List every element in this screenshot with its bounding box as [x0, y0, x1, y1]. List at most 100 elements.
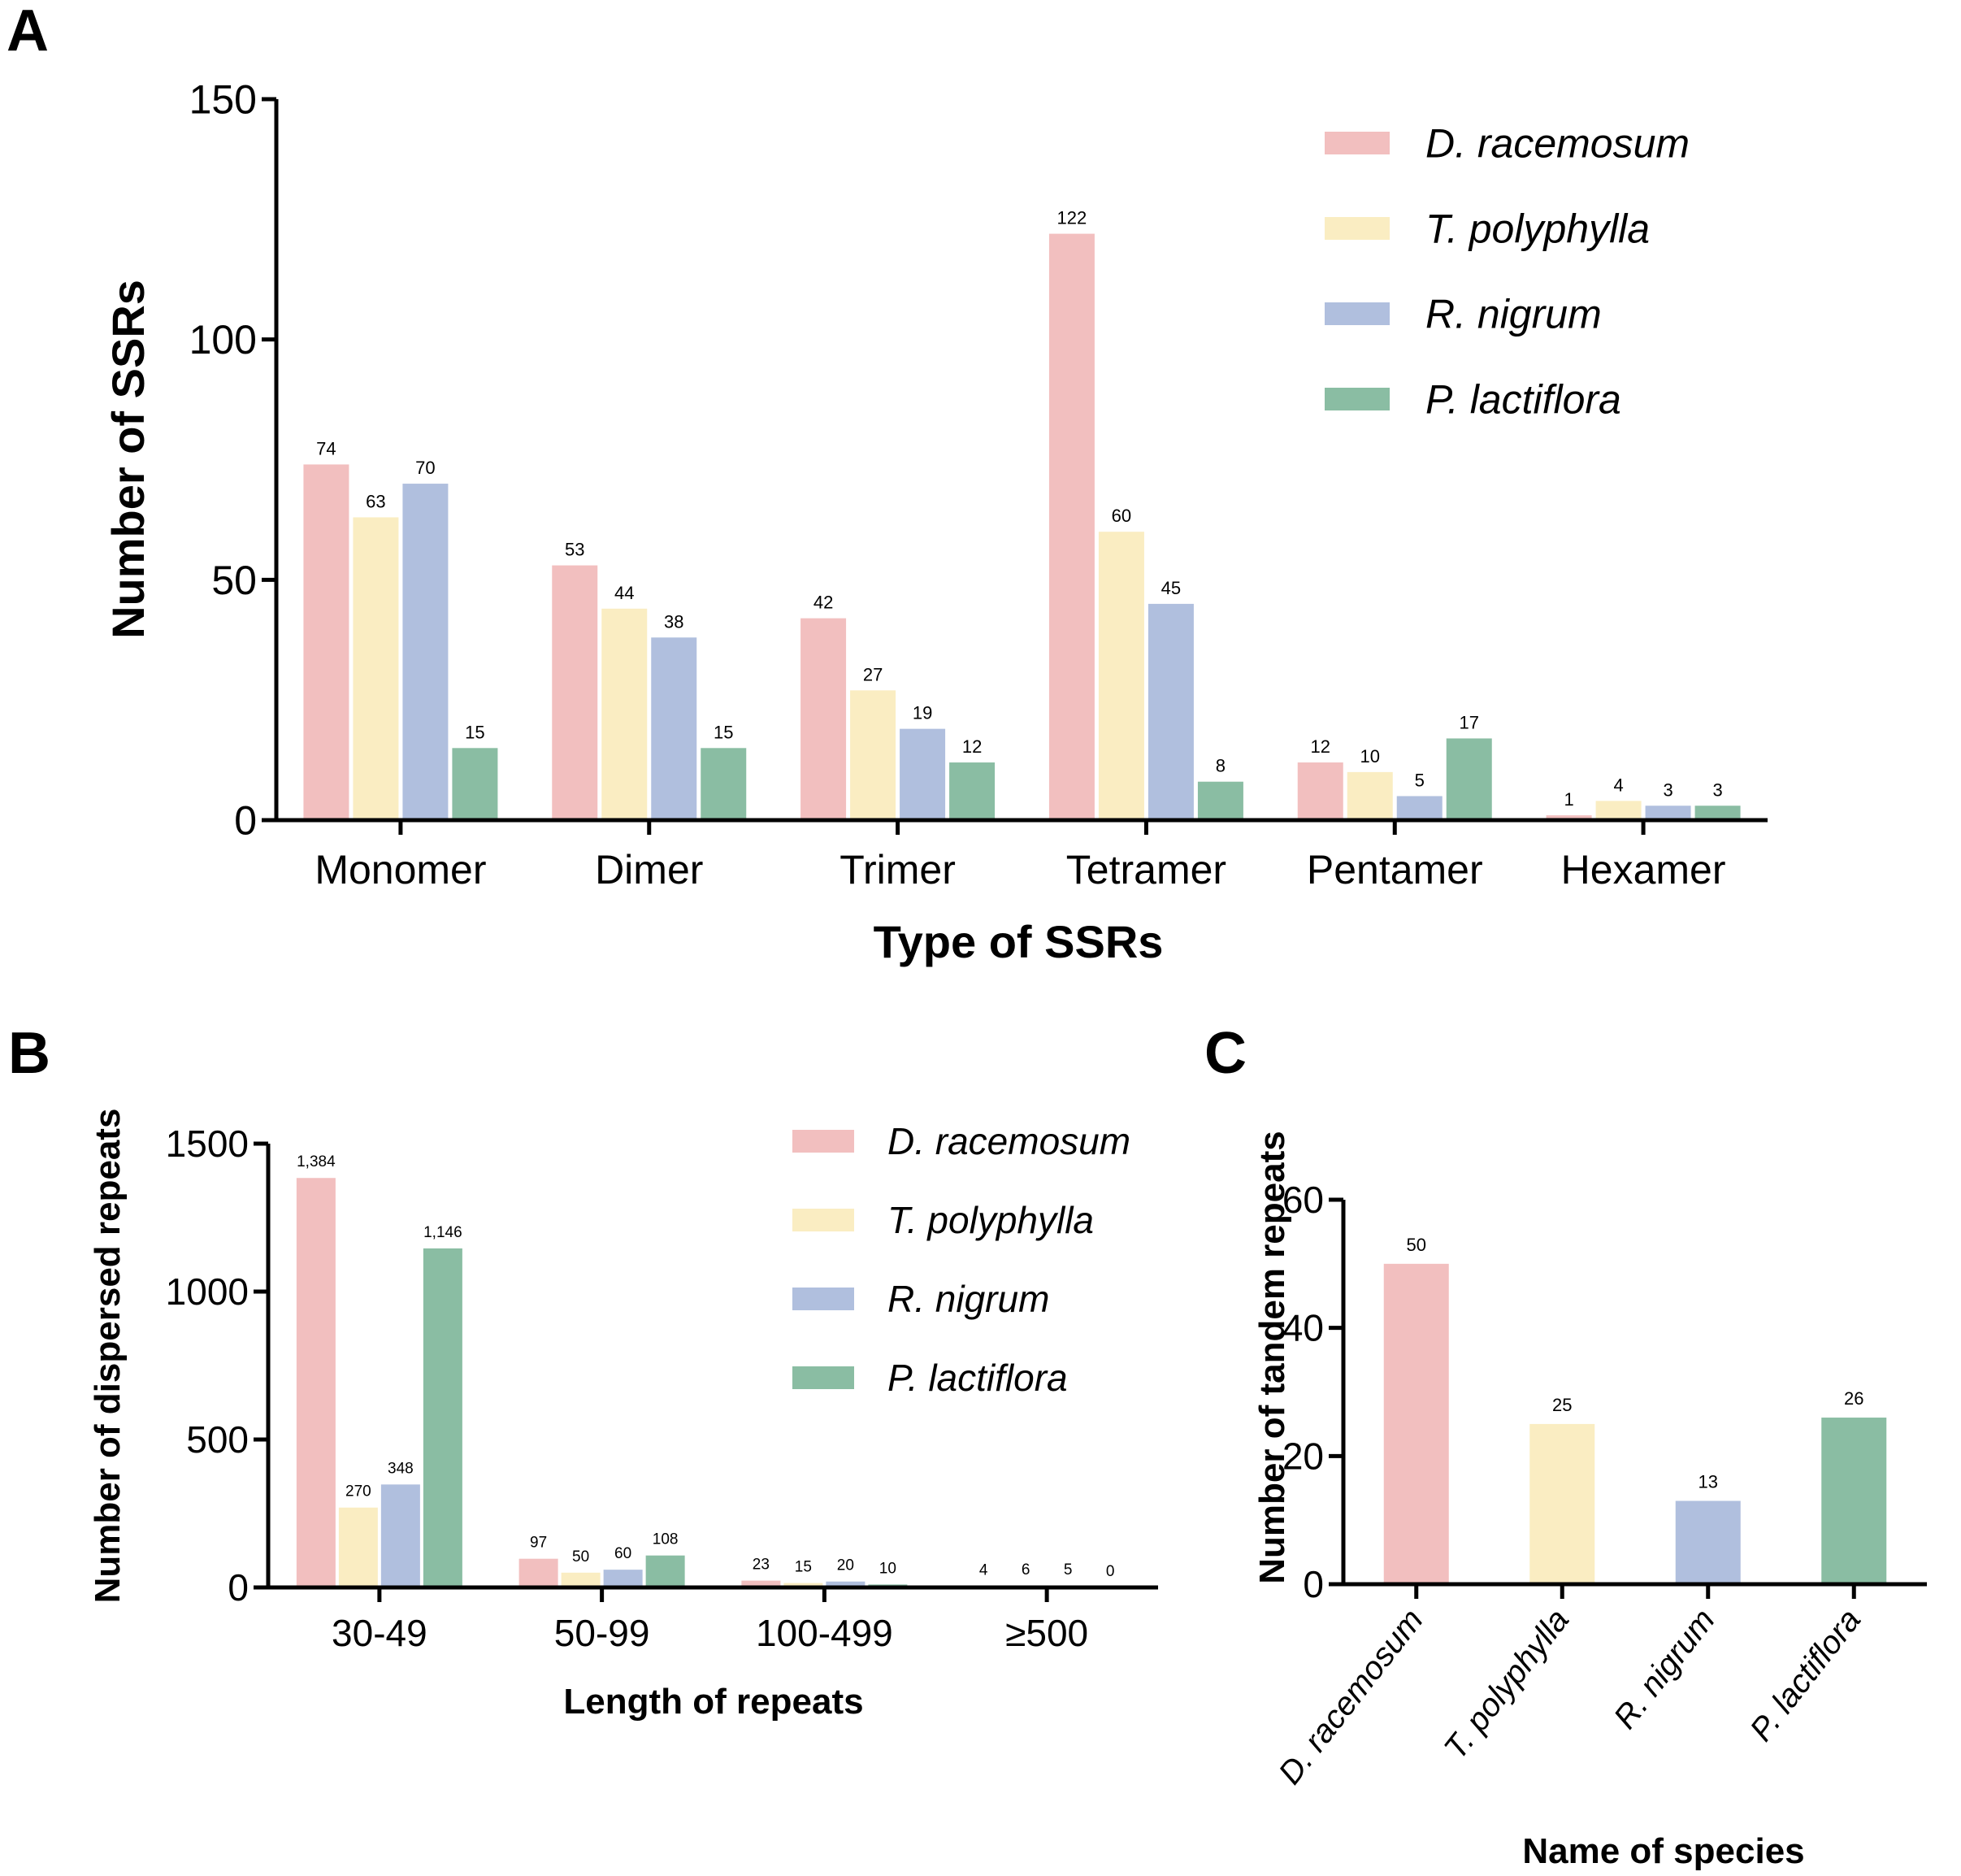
- a-legend-label-t-polyphylla: T. polyphylla: [1425, 206, 1650, 252]
- a-bar-trimer-r-nigrum: [900, 728, 946, 820]
- c-y-tick-label-20: 20: [1282, 1435, 1324, 1477]
- a-x-tick-label-dimer: Dimer: [595, 847, 703, 892]
- panel-a-data-labels: 74 63 70 15 53 44 38 15 42 27 19 12 122 60 45 8 12 10 5 17 1…: [316, 208, 1723, 810]
- panel-b-legend: D. racemosum T. polyphylla R. nigrum P. lac…: [792, 1120, 1130, 1399]
- panel-c-y-axis-title: Number of tandem repeats: [1252, 1131, 1292, 1583]
- panel-b-bars: [296, 1178, 1088, 1587]
- a-data-label-monomer-t-polyphylla: 63: [366, 491, 385, 511]
- a-bar-trimer-p-lactiflora: [949, 762, 996, 820]
- a-x-tick-label-pentamer: Pentamer: [1307, 847, 1483, 892]
- a-y-tick-label-150: 150: [189, 77, 257, 123]
- a-bar-hexamer-t-polyphylla: [1595, 801, 1642, 820]
- b-x-tick-label-30-49: 30-49: [332, 1612, 427, 1654]
- b-bar-30-49-r-nigrum: [380, 1484, 420, 1587]
- a-x-tick-label-monomer: Monomer: [315, 847, 486, 892]
- b-legend-swatch-t-polyphylla: [792, 1209, 854, 1231]
- a-data-label-tetramer-t-polyphylla: 60: [1112, 506, 1131, 526]
- b-data-label-100-499-d-racemosum: 23: [753, 1557, 770, 1574]
- panel-a-y-axis-title: Number of SSRs: [102, 280, 154, 639]
- a-x-tick-label-tetramer: Tetramer: [1066, 847, 1226, 892]
- a-data-label-monomer-p-lactiflora: 15: [465, 722, 484, 742]
- a-data-label-monomer-d-racemosum: 74: [316, 438, 336, 458]
- b-data-label-30-49-t-polyphylla: 270: [345, 1483, 371, 1500]
- c-data-label-r-nigrum: 13: [1699, 1472, 1718, 1492]
- a-bar-tetramer-r-nigrum: [1148, 603, 1194, 820]
- b-y-tick-label-1000: 1000: [166, 1270, 249, 1313]
- a-data-label-pentamer-r-nigrum: 5: [1415, 770, 1425, 790]
- a-data-label-dimer-d-racemosum: 53: [565, 540, 584, 560]
- c-bar-d-racemosum: [1383, 1263, 1449, 1584]
- panel-c-bar-chart: C 50 25 13 26 D. racemosum T. polyphylla R. n…: [1204, 1021, 1927, 1871]
- a-legend-swatch-d-racemosum: [1325, 132, 1390, 154]
- a-legend-swatch-t-polyphylla: [1325, 217, 1390, 240]
- panel-a-axes: Monomer Dimer Trimer Tetramer Pentamer Hexame…: [189, 77, 1768, 892]
- a-data-label-hexamer-r-nigrum: 3: [1663, 779, 1672, 800]
- b-data-label-50-99-p-lactiflora: 108: [653, 1531, 679, 1548]
- b-y-tick-label-0: 0: [228, 1566, 249, 1609]
- b-data-label-100-499-t-polyphylla: 15: [795, 1559, 812, 1576]
- a-bar-dimer-r-nigrum: [651, 637, 697, 820]
- b-bar-50-99-r-nigrum: [603, 1570, 643, 1587]
- b-data-label-ge500-t-polyphylla: 6: [1022, 1561, 1030, 1579]
- b-data-label-ge500-p-lactiflora: 0: [1106, 1563, 1115, 1580]
- b-data-label-50-99-t-polyphylla: 50: [572, 1548, 589, 1566]
- b-legend-label-r-nigrum: R. nigrum: [887, 1278, 1049, 1320]
- a-y-tick-label-100: 100: [189, 317, 257, 363]
- a-data-label-hexamer-t-polyphylla: 4: [1613, 775, 1623, 795]
- b-legend-label-d-racemosum: D. racemosum: [887, 1120, 1130, 1162]
- b-x-tick-label-ge500: ≥500: [1005, 1612, 1088, 1654]
- a-bar-dimer-t-polyphylla: [601, 608, 648, 820]
- c-y-tick-label-40: 40: [1282, 1307, 1324, 1349]
- a-data-label-pentamer-t-polyphylla: 10: [1360, 746, 1380, 766]
- b-legend-label-t-polyphylla: T. polyphylla: [887, 1199, 1094, 1241]
- a-data-label-dimer-t-polyphylla: 44: [614, 583, 634, 603]
- c-bar-t-polyphylla: [1529, 1423, 1595, 1584]
- a-bar-monomer-p-lactiflora: [452, 748, 498, 820]
- a-bar-pentamer-p-lactiflora: [1446, 738, 1492, 820]
- b-bar-50-99-p-lactiflora: [645, 1555, 685, 1587]
- c-data-label-d-racemosum: 50: [1407, 1235, 1426, 1255]
- b-legend-label-p-lactiflora: P. lactiflora: [887, 1357, 1068, 1399]
- a-x-tick-label-trimer: Trimer: [839, 847, 956, 892]
- c-x-tick-label-t-polyphylla: T. polyphylla: [1438, 1602, 1577, 1765]
- a-data-label-hexamer-p-lactiflora: 3: [1712, 779, 1722, 800]
- panel-b-letter: B: [8, 1021, 50, 1086]
- a-data-label-pentamer-d-racemosum: 12: [1311, 736, 1330, 757]
- panel-a-x-axis-title: Type of SSRs: [874, 916, 1164, 967]
- a-bar-monomer-d-racemosum: [303, 464, 349, 820]
- b-bar-100-499-d-racemosum: [741, 1580, 781, 1587]
- a-data-label-tetramer-p-lactiflora: 8: [1216, 756, 1226, 776]
- b-data-label-ge500-r-nigrum: 5: [1064, 1561, 1073, 1579]
- a-data-label-trimer-p-lactiflora: 12: [962, 736, 982, 757]
- b-x-tick-label-100-499: 100-499: [756, 1612, 893, 1654]
- b-legend-swatch-p-lactiflora: [792, 1366, 854, 1389]
- a-legend-swatch-r-nigrum: [1325, 302, 1390, 325]
- a-legend-label-d-racemosum: D. racemosum: [1425, 121, 1690, 167]
- b-data-label-ge500-d-racemosum: 4: [979, 1562, 988, 1579]
- b-data-label-50-99-r-nigrum: 60: [614, 1545, 631, 1562]
- a-bar-dimer-d-racemosum: [552, 565, 598, 820]
- a-bar-trimer-t-polyphylla: [850, 690, 896, 820]
- a-data-label-dimer-p-lactiflora: 15: [714, 722, 733, 742]
- a-bar-monomer-r-nigrum: [402, 484, 449, 820]
- c-bar-r-nigrum: [1675, 1500, 1741, 1584]
- b-y-tick-label-1500: 1500: [166, 1123, 249, 1165]
- c-y-tick-label-0: 0: [1303, 1563, 1324, 1605]
- b-x-tick-label-50-99: 50-99: [554, 1612, 650, 1654]
- a-bar-pentamer-r-nigrum: [1396, 796, 1443, 820]
- panel-b-y-axis-title: Number of dispersed repeats: [88, 1109, 128, 1604]
- a-bar-pentamer-d-racemosum: [1297, 762, 1343, 820]
- b-data-label-100-499-r-nigrum: 20: [837, 1557, 854, 1574]
- c-bar-p-lactiflora: [1821, 1418, 1887, 1584]
- a-data-label-tetramer-d-racemosum: 122: [1057, 208, 1087, 228]
- b-data-label-30-49-d-racemosum: 1,384: [297, 1153, 336, 1170]
- a-data-label-tetramer-r-nigrum: 45: [1161, 578, 1181, 598]
- b-bar-100-499-t-polyphylla: [783, 1583, 823, 1587]
- b-legend-swatch-r-nigrum: [792, 1288, 854, 1310]
- c-data-label-t-polyphylla: 25: [1552, 1395, 1572, 1415]
- a-bar-trimer-d-racemosum: [800, 618, 847, 820]
- a-data-label-pentamer-p-lactiflora: 17: [1460, 712, 1479, 732]
